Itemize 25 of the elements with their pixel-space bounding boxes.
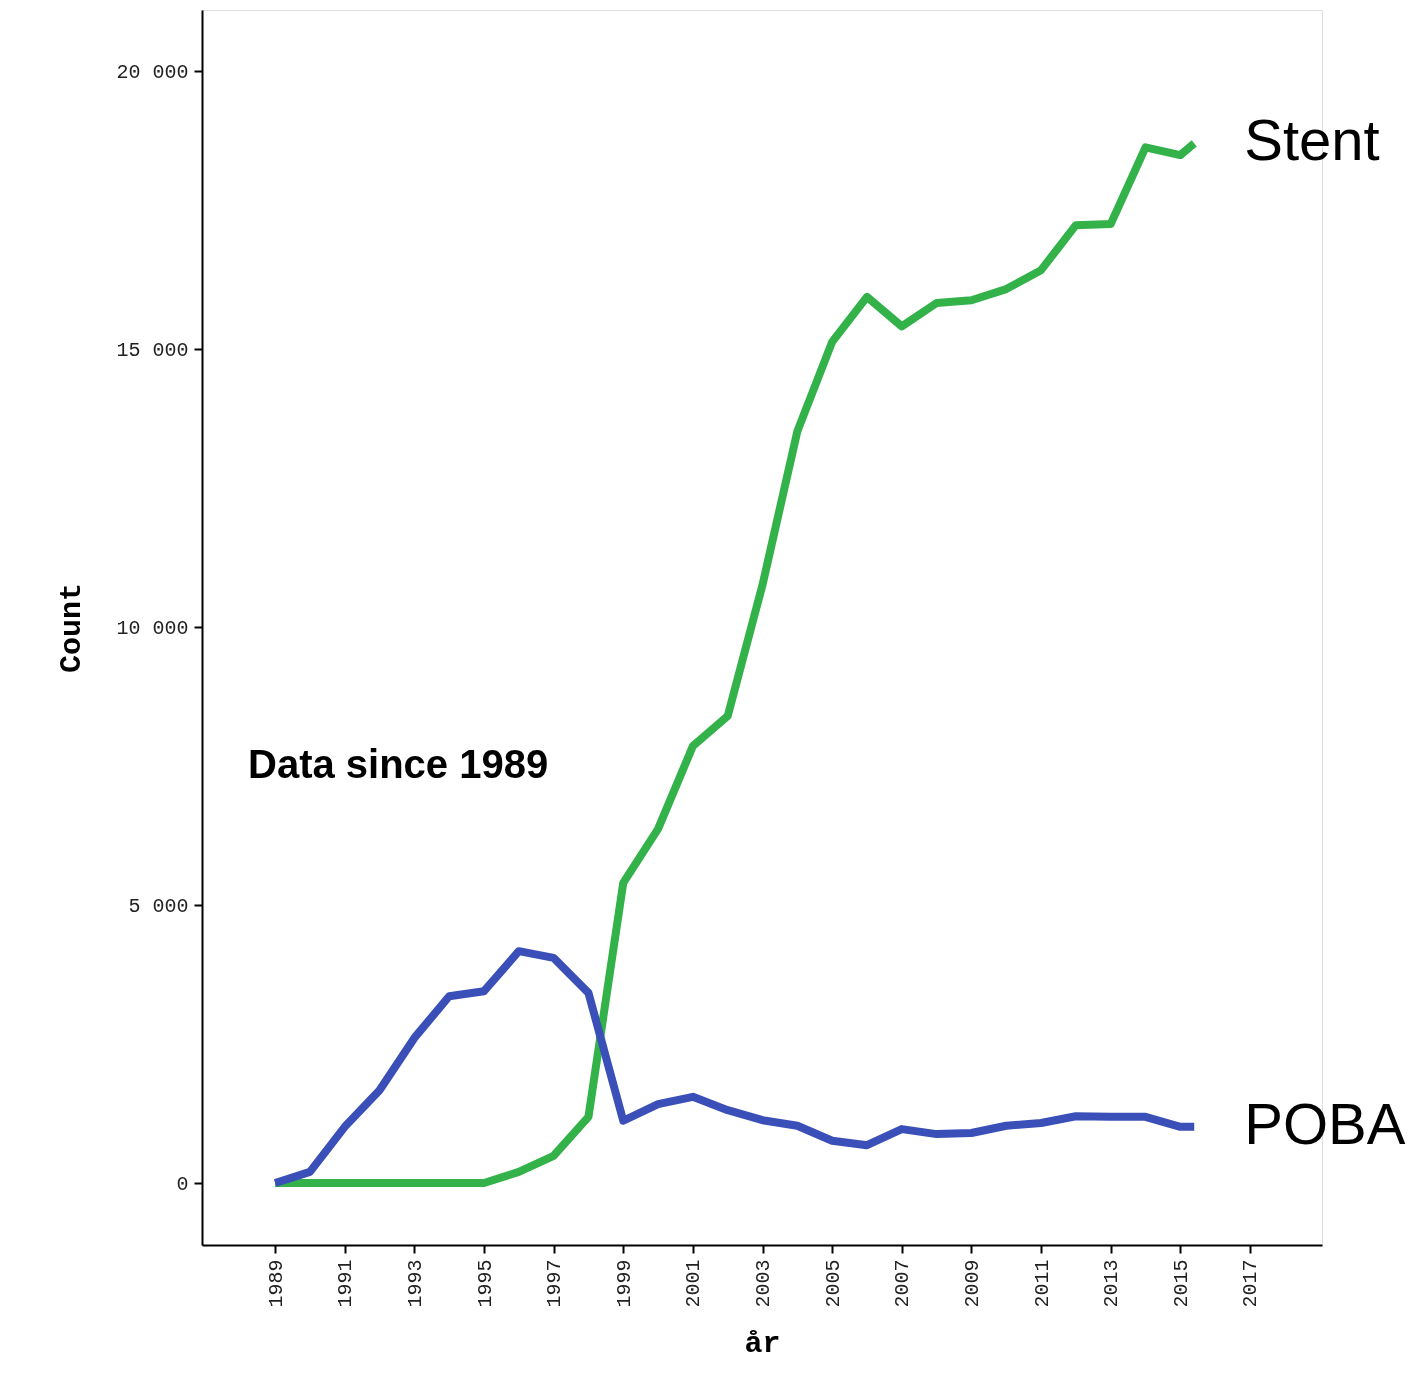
x-tick-label: 1997 xyxy=(543,1259,567,1308)
x-tick-label: 1991 xyxy=(334,1259,358,1308)
x-tick-label: 2005 xyxy=(821,1259,845,1308)
x-tick-label: 2009 xyxy=(960,1259,984,1308)
x-tick-label: 1995 xyxy=(473,1259,497,1308)
x-tick-label: 1999 xyxy=(612,1259,636,1308)
y-tick-label: 15 000 xyxy=(116,338,189,362)
x-tick-label: 2011 xyxy=(1030,1259,1054,1308)
x-tick-label: 2017 xyxy=(1239,1259,1263,1308)
x-axis-title: år xyxy=(744,1326,781,1361)
y-tick-label: 20 000 xyxy=(116,60,189,84)
annotation: Data since 1989 xyxy=(248,742,549,786)
y-axis-title: Count xyxy=(55,582,90,674)
y-tick-label: 10 000 xyxy=(116,616,189,640)
x-tick-label: 2015 xyxy=(1169,1259,1193,1308)
x-tick-label: 1993 xyxy=(403,1259,427,1308)
x-tick-label: 1989 xyxy=(264,1259,288,1308)
x-tick-label: 2013 xyxy=(1100,1259,1124,1308)
x-tick-label: 2007 xyxy=(891,1259,915,1308)
y-tick-label: 5 000 xyxy=(128,894,189,918)
series-label: POBA xyxy=(1244,1090,1406,1156)
series-label: Stent xyxy=(1244,107,1380,173)
y-tick-label: 0 xyxy=(176,1172,189,1196)
x-tick-label: 2003 xyxy=(752,1259,776,1308)
x-tick-label: 2001 xyxy=(682,1259,706,1308)
